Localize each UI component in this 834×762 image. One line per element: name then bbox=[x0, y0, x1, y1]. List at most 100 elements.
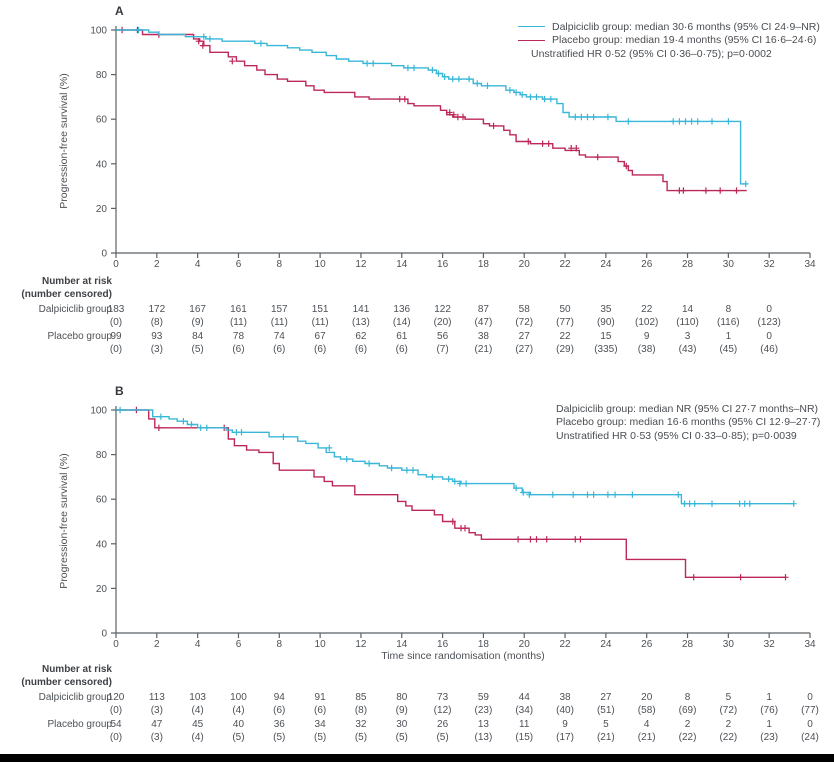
risk-count: 22 bbox=[559, 331, 571, 342]
risk-count: 3 bbox=[684, 331, 691, 342]
risk-row-label: Placebo group bbox=[47, 719, 113, 730]
x-tick-label: 6 bbox=[236, 639, 242, 650]
risk-censored: (5) bbox=[395, 732, 408, 743]
censor-mark-dalpiciclib bbox=[709, 500, 715, 507]
x-tick-label: 4 bbox=[195, 259, 201, 270]
x-tick-label: 16 bbox=[437, 639, 449, 650]
risk-count: 1 bbox=[725, 331, 732, 342]
risk-censored: (77) bbox=[556, 317, 574, 328]
x-tick-label: 28 bbox=[682, 259, 694, 270]
legend-row-hr: Unstratified HR 0·52 (95% CI 0·36–0·75);… bbox=[518, 47, 820, 61]
censor-mark-dalpiciclib bbox=[233, 429, 240, 436]
risk-censored: (110) bbox=[676, 317, 699, 328]
censor-mark-dalpiciclib bbox=[180, 418, 187, 425]
risk-count: 9 bbox=[643, 331, 650, 342]
y-tick-label: 100 bbox=[90, 26, 107, 37]
risk-censored: (58) bbox=[637, 705, 656, 716]
x-tick-label: 30 bbox=[723, 259, 735, 270]
x-tick-label: 20 bbox=[519, 259, 531, 270]
risk-count: 151 bbox=[311, 304, 329, 315]
risk-count: 34 bbox=[314, 719, 326, 730]
x-tick-label: 8 bbox=[277, 259, 283, 270]
censor-mark-dalpiciclib bbox=[370, 60, 377, 67]
risk-count: 13 bbox=[477, 719, 489, 730]
risk-count: 59 bbox=[477, 692, 489, 703]
risk-censored: (12) bbox=[433, 705, 452, 716]
risk-censored: (23) bbox=[760, 732, 779, 743]
censor-mark-placebo bbox=[594, 153, 601, 161]
risk-count: 136 bbox=[393, 304, 411, 315]
risk-header-censored: (number censored) bbox=[21, 677, 112, 688]
legend-row-dalpiciclib: Dalpiciclib group: median 30·6 months (9… bbox=[518, 20, 820, 34]
censor-mark-placebo bbox=[462, 525, 468, 532]
censor-mark-placebo bbox=[533, 536, 540, 543]
y-tick-label: 80 bbox=[96, 70, 108, 81]
legend-text: Placebo group: median 16·6 months (95% C… bbox=[556, 416, 821, 429]
censor-mark-dalpiciclib bbox=[584, 491, 591, 498]
panel-a-plot: 0 2 4 6 8 10 12 14 16 18 20 22 24 26 28 30 32 34020406080… bbox=[90, 26, 816, 271]
x-tick-label: 26 bbox=[641, 639, 653, 650]
risk-censored: (5) bbox=[232, 732, 245, 743]
risk-count: 74 bbox=[273, 331, 285, 342]
risk-censored: (27) bbox=[515, 344, 534, 355]
censor-mark-dalpiciclib bbox=[533, 93, 540, 101]
censor-mark-dalpiciclib bbox=[197, 424, 204, 431]
x-tick-label: 8 bbox=[277, 639, 283, 650]
risk-count: 5 bbox=[725, 692, 732, 703]
risk-count: 2 bbox=[725, 719, 732, 730]
censor-mark-dalpiciclib bbox=[403, 467, 410, 474]
risk-censored: (116) bbox=[717, 317, 740, 328]
risk-censored: (51) bbox=[596, 705, 615, 716]
risk-header: Number at risk bbox=[41, 664, 112, 675]
censor-mark-placebo bbox=[690, 574, 697, 581]
panel-a-risk-table: Number at risk (number censored) Dalpici… bbox=[0, 276, 834, 360]
risk-count: 100 bbox=[230, 692, 247, 703]
risk-censored: (4) bbox=[191, 705, 204, 716]
x-tick-label: 28 bbox=[682, 639, 694, 650]
risk-censored: (6) bbox=[395, 344, 408, 355]
censor-mark-placebo bbox=[737, 574, 744, 581]
x-tick-label: 22 bbox=[559, 259, 571, 270]
censor-mark-dalpiciclib bbox=[135, 26, 142, 34]
risk-censored: (5) bbox=[313, 732, 327, 743]
x-tick-label: 14 bbox=[396, 639, 408, 650]
risk-count: 85 bbox=[355, 692, 367, 703]
risk-count: 14 bbox=[681, 304, 694, 315]
x-tick-label: 0 bbox=[113, 259, 119, 270]
risk-censored: (11) bbox=[270, 317, 288, 328]
censor-mark-placebo bbox=[396, 95, 403, 103]
legend-text: Dalpiciclib group: median 30·6 months (9… bbox=[552, 20, 820, 33]
risk-censored: (0) bbox=[109, 732, 123, 743]
censor-mark-dalpiciclib bbox=[547, 95, 554, 103]
censor-mark-dalpiciclib bbox=[343, 455, 350, 463]
censor-mark-dalpiciclib bbox=[519, 91, 526, 98]
risk-censored: (14) bbox=[392, 317, 411, 328]
risk-censored: (6) bbox=[273, 344, 286, 355]
risk-censored: (6) bbox=[313, 344, 327, 355]
risk-count: 8 bbox=[684, 692, 691, 703]
censor-mark-dalpiciclib bbox=[388, 464, 395, 472]
censor-mark-dalpiciclib bbox=[474, 80, 481, 87]
censor-mark-dalpiciclib bbox=[681, 500, 688, 507]
censor-mark-dalpiciclib bbox=[410, 467, 416, 474]
panel-a-y-axis-label: Progression-free survival (%) bbox=[58, 73, 70, 209]
x-tick-label: 14 bbox=[396, 259, 408, 270]
censor-mark-dalpiciclib bbox=[506, 87, 513, 94]
risk-count: 4 bbox=[643, 719, 650, 730]
risk-censored: (9) bbox=[395, 705, 408, 716]
risk-row-label: Dalpiciclib group bbox=[38, 692, 112, 703]
x-tick-label: 2 bbox=[154, 639, 160, 650]
risk-count: 22 bbox=[641, 304, 653, 315]
censor-mark-placebo bbox=[539, 140, 546, 147]
risk-count: 141 bbox=[352, 304, 370, 315]
censor-mark-placebo bbox=[401, 95, 408, 103]
censor-mark-dalpiciclib bbox=[709, 118, 715, 125]
y-tick-label: 100 bbox=[90, 406, 107, 417]
risk-count: 93 bbox=[151, 331, 163, 342]
risk-censored: (72) bbox=[515, 317, 534, 328]
censor-mark-dalpiciclib bbox=[188, 421, 195, 428]
censor-mark-dalpiciclib bbox=[451, 478, 458, 485]
risk-count: 87 bbox=[477, 304, 489, 315]
censor-mark-dalpiciclib bbox=[612, 491, 619, 498]
